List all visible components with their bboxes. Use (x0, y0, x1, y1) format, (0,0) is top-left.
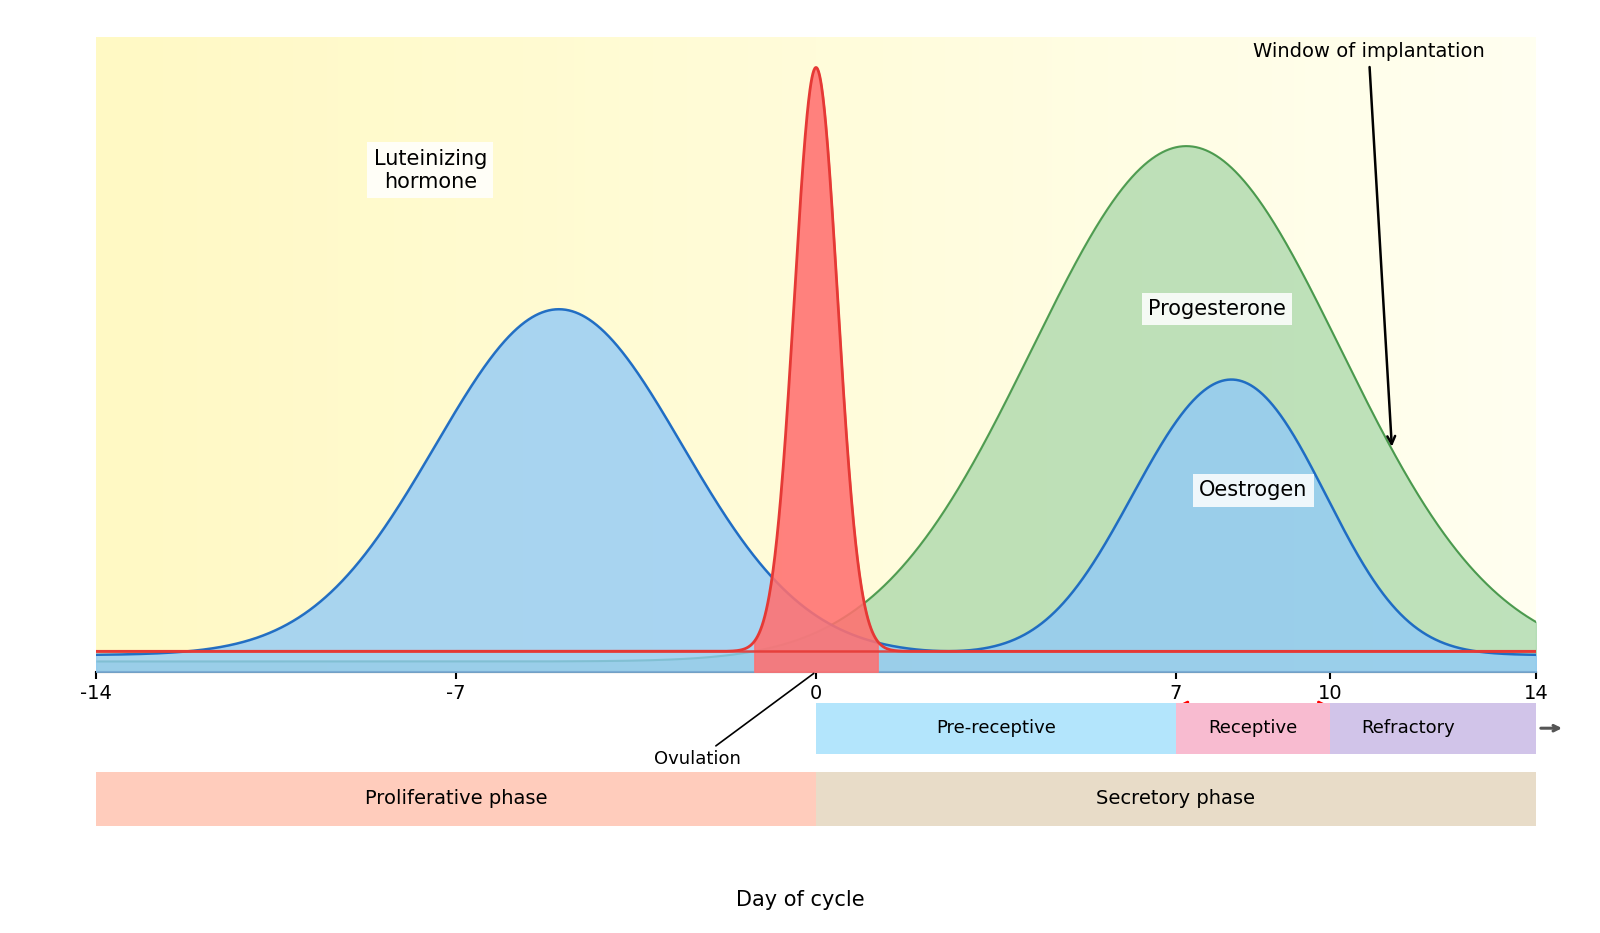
Text: Receptive: Receptive (1208, 719, 1298, 737)
Text: Refractory: Refractory (1362, 719, 1456, 737)
Text: Ovulation: Ovulation (654, 674, 814, 768)
Text: Pre-receptive: Pre-receptive (936, 719, 1056, 737)
Text: Progesterone: Progesterone (1149, 299, 1286, 319)
Text: Day of cycle: Day of cycle (736, 890, 864, 911)
Text: Secretory phase: Secretory phase (1096, 789, 1256, 808)
Text: Oestrogen: Oestrogen (1198, 480, 1307, 500)
Text: Luteinizing
hormone: Luteinizing hormone (373, 148, 486, 192)
Text: Proliferative phase: Proliferative phase (365, 789, 547, 808)
Text: Window of implantation: Window of implantation (1253, 43, 1485, 444)
